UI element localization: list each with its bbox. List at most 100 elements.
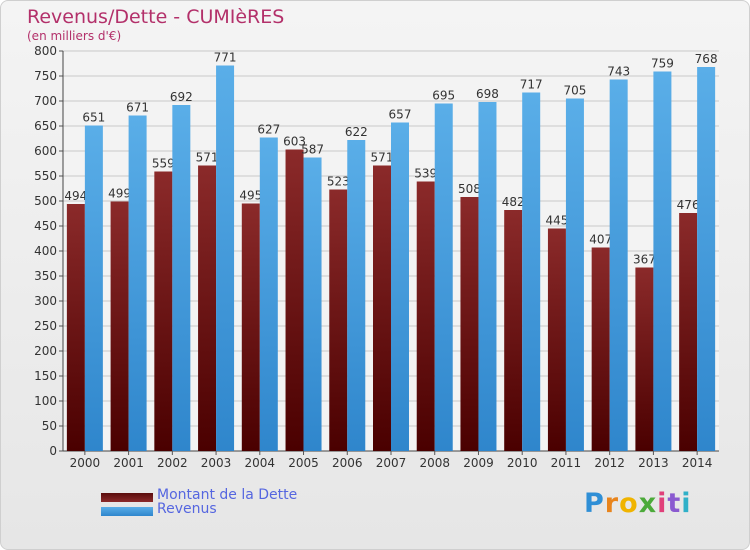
- y-tick-label: 300: [34, 294, 57, 308]
- y-tick-label: 250: [34, 319, 57, 333]
- y-tick-label: 600: [34, 144, 57, 158]
- bar-revenus: [565, 98, 584, 451]
- y-tick-label: 100: [34, 394, 57, 408]
- bar-debt: [154, 171, 173, 451]
- x-tick-label: 2010: [507, 456, 538, 470]
- data-label-debt: 571: [371, 151, 394, 165]
- data-label-debt: 367: [633, 253, 656, 267]
- x-tick-label: 2000: [70, 456, 101, 470]
- chart-title: Revenus/Dette - CUMIèRES: [27, 6, 285, 28]
- x-tick-label: 2001: [113, 456, 144, 470]
- data-label-debt: 539: [414, 167, 437, 181]
- y-tick-label: 50: [42, 419, 57, 433]
- data-label-revenus: 705: [563, 84, 586, 98]
- legend-label-debt: Montant de la Dette: [157, 487, 298, 503]
- x-tick-label: 2006: [332, 456, 363, 470]
- bar-revenus: [84, 125, 103, 451]
- y-tick-label: 650: [34, 119, 57, 133]
- data-label-revenus: 622: [345, 125, 368, 139]
- data-label-debt: 499: [108, 187, 131, 201]
- y-tick-label: 200: [34, 344, 57, 358]
- bar-debt: [504, 210, 523, 451]
- y-tick-label: 350: [34, 269, 57, 283]
- bar-revenus: [128, 115, 147, 451]
- legend-swatch-debt: [101, 493, 153, 502]
- y-tick-label: 400: [34, 244, 57, 258]
- y-tick-label: 0: [49, 444, 57, 458]
- data-label-debt: 508: [458, 182, 481, 196]
- data-label-revenus: 692: [170, 90, 193, 104]
- bar-debt: [373, 165, 391, 451]
- data-label-debt: 476: [677, 198, 700, 212]
- y-tick-label: 550: [34, 169, 57, 183]
- bar-revenus: [216, 65, 235, 451]
- data-label-revenus: 698: [476, 87, 499, 101]
- y-tick-label: 500: [34, 194, 57, 208]
- bar-revenus: [609, 79, 628, 451]
- y-tick-label: 750: [34, 69, 57, 83]
- data-label-revenus: 587: [301, 143, 324, 157]
- x-tick-label: 2009: [463, 456, 494, 470]
- data-label-revenus: 651: [82, 111, 105, 125]
- bar-revenus: [172, 105, 191, 451]
- chart-subtitle: (en milliers d'€): [27, 29, 122, 43]
- x-tick-label: 2004: [245, 456, 276, 470]
- bar-debt: [110, 201, 129, 451]
- bar-revenus: [259, 137, 278, 451]
- data-label-debt: 407: [589, 233, 612, 247]
- data-label-debt: 559: [152, 157, 175, 171]
- bar-revenus: [391, 122, 409, 451]
- data-label-debt: 445: [545, 214, 568, 228]
- bar-revenus: [434, 103, 453, 451]
- x-tick-label: 2005: [288, 456, 319, 470]
- data-label-revenus: 717: [520, 78, 543, 92]
- bar-debt: [635, 267, 654, 451]
- x-tick-label: 2008: [419, 456, 450, 470]
- y-tick-label: 800: [34, 44, 57, 58]
- x-tick-label: 2013: [638, 456, 669, 470]
- x-tick-label: 2012: [594, 456, 625, 470]
- data-label-revenus: 771: [214, 51, 237, 65]
- bar-revenus: [478, 102, 497, 451]
- bar-revenus: [303, 157, 322, 451]
- y-tick-label: 150: [34, 369, 57, 383]
- data-label-revenus: 695: [432, 89, 455, 103]
- legend-swatch-revenus: [101, 507, 153, 516]
- data-label-revenus: 657: [389, 108, 412, 122]
- bar-debt: [198, 165, 217, 451]
- x-tick-label: 2003: [201, 456, 232, 470]
- bar-debt: [66, 204, 85, 451]
- data-label-revenus: 671: [126, 101, 149, 115]
- data-label-debt: 495: [239, 189, 262, 203]
- bar-debt: [285, 149, 304, 451]
- legend-label-revenus: Revenus: [157, 501, 217, 517]
- bar-debt: [679, 213, 698, 451]
- data-label-debt: 571: [196, 151, 219, 165]
- y-tick-label: 450: [34, 219, 57, 233]
- x-tick-label: 2011: [551, 456, 582, 470]
- data-label-debt: 603: [283, 135, 306, 149]
- data-label-revenus: 759: [651, 57, 674, 71]
- data-label-revenus: 768: [695, 52, 718, 66]
- bar-debt: [460, 197, 479, 451]
- x-tick-label: 2002: [157, 456, 188, 470]
- bar-revenus: [522, 92, 541, 451]
- x-tick-label: 2014: [682, 456, 713, 470]
- x-tick-label: 2007: [376, 456, 407, 470]
- data-label-revenus: 627: [257, 123, 280, 137]
- data-label-debt: 494: [64, 189, 87, 203]
- plot-area: 0 50 100 150 200 250 300 350 400 450 500 550 600 650 7…: [34, 44, 719, 470]
- bar-revenus: [697, 67, 716, 451]
- bar-debt: [416, 181, 435, 451]
- bar-debt: [547, 228, 566, 451]
- bar-debt: [241, 203, 260, 451]
- data-label-revenus: 743: [607, 65, 630, 79]
- bar-debt: [591, 247, 610, 451]
- data-label-debt: 482: [502, 195, 525, 209]
- proxiti-logo: Proxiti: [584, 488, 692, 519]
- bar-debt: [329, 189, 348, 451]
- data-label-debt: 523: [327, 175, 350, 189]
- y-tick-label: 700: [34, 94, 57, 108]
